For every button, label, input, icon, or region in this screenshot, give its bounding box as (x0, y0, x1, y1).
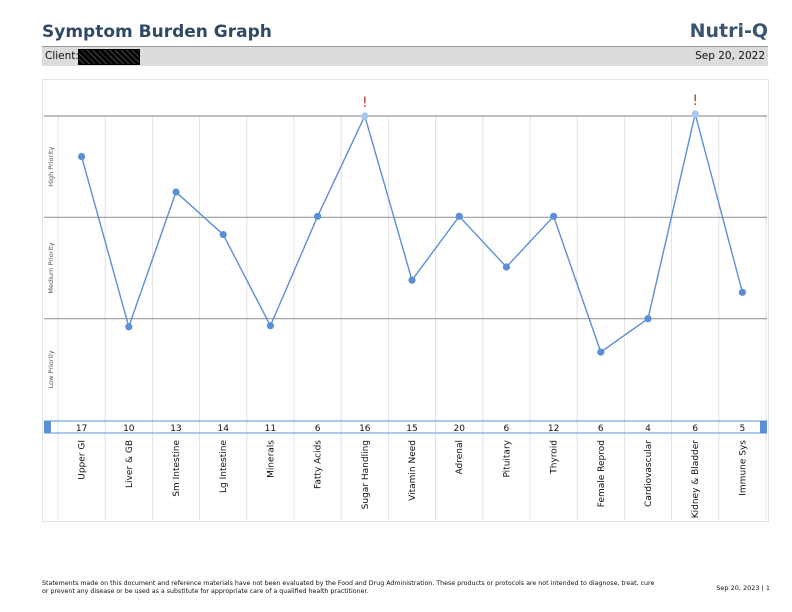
score-label: 11 (265, 424, 276, 434)
category-label: Liver & GB (125, 440, 135, 488)
score-label: 6 (692, 424, 698, 434)
data-point (597, 348, 605, 356)
data-point (408, 276, 416, 284)
data-point (314, 212, 322, 220)
score-label: 6 (598, 424, 604, 434)
data-point (266, 322, 274, 330)
band-label: High Priority (47, 146, 55, 186)
score-label: 20 (453, 424, 465, 434)
alert-mark: ! (362, 95, 368, 111)
category-label: Sm Intestine (172, 440, 182, 497)
data-point (172, 188, 180, 196)
client-name-redacted (78, 49, 140, 65)
chart-frame (42, 79, 769, 522)
series-line (80, 113, 744, 354)
score-label: 4 (645, 424, 651, 434)
data-point (691, 110, 699, 118)
score-row-cap-left (44, 421, 51, 433)
band-label: Low Priority (47, 350, 55, 388)
score-label: 6 (504, 424, 510, 434)
category-label: Kidney & Bladder (691, 440, 701, 519)
category-label: Pituitary (502, 439, 512, 477)
score-label: 16 (359, 424, 371, 434)
category-label: Thyroid (550, 440, 560, 475)
score-label: 5 (740, 424, 746, 434)
data-point (644, 315, 652, 323)
data-point (78, 152, 86, 161)
data-point (219, 230, 227, 239)
category-label: Fatty Acids (314, 440, 324, 489)
category-label: Lg Intestine (219, 440, 229, 493)
data-point (550, 212, 558, 220)
category-label: Cardiovascular (644, 440, 654, 507)
category-label: Adrenal (455, 440, 465, 474)
alert-mark: ! (692, 93, 698, 109)
data-point (455, 212, 463, 220)
page-title: Symptom Burden Graph (42, 22, 272, 42)
score-label: 14 (217, 424, 229, 434)
band-label: Medium Priority (47, 242, 55, 293)
score-label: 15 (406, 424, 417, 434)
category-label: Sugar Handling (361, 440, 371, 509)
score-label: 13 (170, 424, 181, 434)
data-point (738, 288, 747, 296)
category-label: Vitamin Need (408, 440, 418, 501)
category-label: Female Reprod (597, 440, 607, 507)
report-date: Sep 20, 2022 (695, 50, 765, 62)
client-bar: Client: Sep 20, 2022 (42, 46, 768, 66)
client-label: Client: (45, 50, 79, 62)
data-point (361, 112, 369, 120)
data-point (125, 323, 133, 331)
data-point (502, 263, 510, 271)
disclaimer-text: Statements made on this document and ref… (42, 580, 655, 595)
score-label: 6 (315, 424, 321, 434)
score-label: 17 (76, 424, 87, 434)
page-info: Sep 20, 2023 | 1 (716, 584, 770, 592)
score-label: 10 (123, 424, 135, 434)
category-label: Minerals (266, 440, 276, 478)
brand-logo: Nutri-Q (689, 20, 768, 42)
category-label: Immune Sys (738, 440, 748, 496)
score-row-cap-right (760, 421, 767, 433)
category-label: Upper GI (78, 440, 88, 480)
score-label: 12 (548, 424, 559, 434)
